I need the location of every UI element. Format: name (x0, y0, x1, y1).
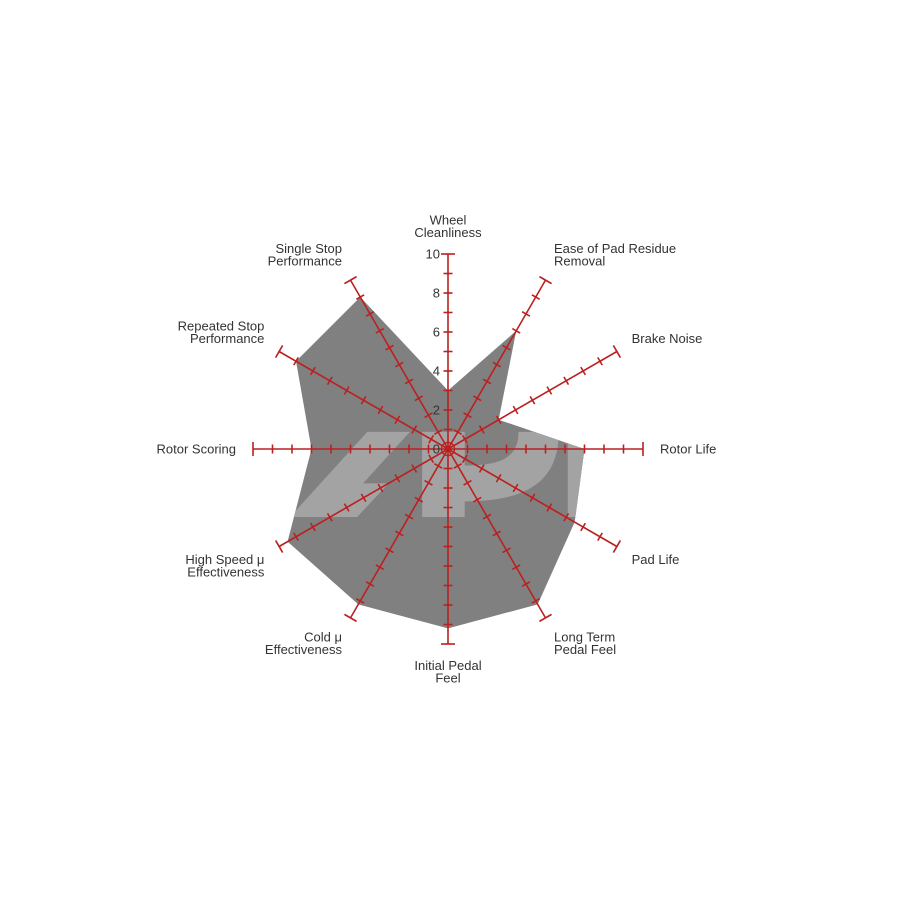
svg-text:Performance: Performance (268, 253, 342, 268)
svg-text:6: 6 (433, 325, 440, 340)
svg-text:Effectiveness: Effectiveness (265, 642, 343, 657)
svg-text:Performance: Performance (190, 331, 264, 346)
svg-text:Rotor Scoring: Rotor Scoring (157, 442, 236, 457)
svg-text:Cleanliness: Cleanliness (414, 225, 482, 240)
svg-text:Feel: Feel (435, 671, 460, 686)
svg-text:0: 0 (433, 442, 440, 457)
svg-text:8: 8 (433, 286, 440, 301)
svg-text:Pad Life: Pad Life (632, 552, 680, 567)
svg-text:Brake Noise: Brake Noise (632, 331, 703, 346)
svg-text:Pedal Feel: Pedal Feel (554, 642, 616, 657)
svg-text:2: 2 (433, 403, 440, 418)
svg-text:Removal: Removal (554, 253, 605, 268)
svg-text:Effectiveness: Effectiveness (187, 565, 265, 580)
svg-text:Rotor Life: Rotor Life (660, 442, 716, 457)
svg-text:10: 10 (426, 247, 440, 262)
svg-text:4: 4 (433, 364, 440, 379)
